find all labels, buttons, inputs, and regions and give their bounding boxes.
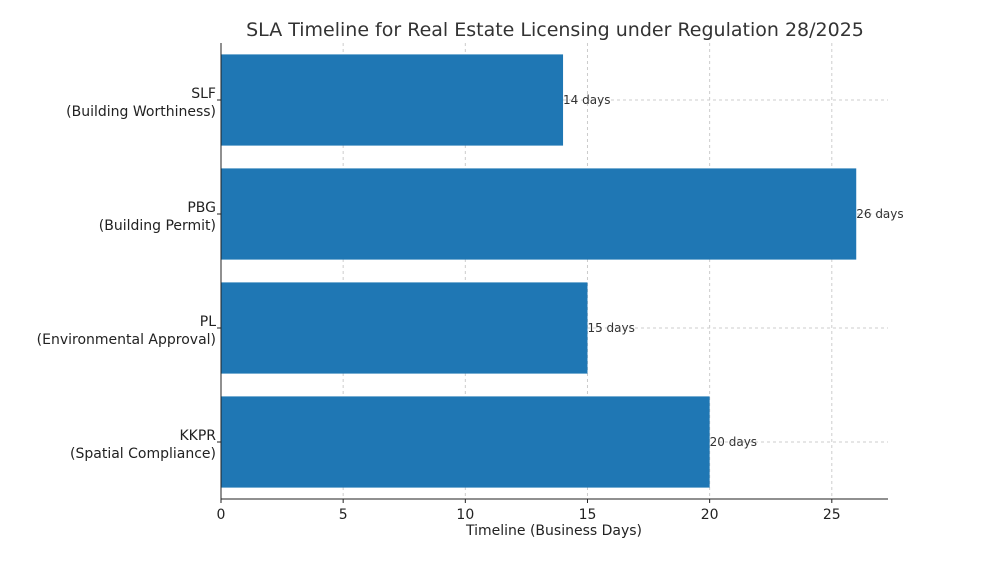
category-labels: SLF (Building Worthiness) PBG (Building Per… — [37, 86, 217, 462]
x-tick-label: 0 — [217, 507, 226, 523]
data-label: 14 days — [563, 93, 610, 107]
category-label-line1: PBG — [187, 200, 216, 216]
chart-title: SLA Timeline for Real Estate Licensing u… — [246, 19, 864, 41]
category-label-line2: (Spatial Compliance) — [70, 446, 216, 462]
bar — [221, 282, 588, 374]
bar — [221, 396, 710, 488]
bars — [221, 54, 857, 488]
category-label-line2: (Building Permit) — [99, 218, 216, 234]
category-label-line2: (Building Worthiness) — [66, 104, 216, 120]
x-tick-label: 25 — [823, 507, 841, 523]
x-axis-label: Timeline (Business Days) — [465, 523, 642, 539]
category-label-line1: KKPR — [179, 428, 216, 444]
data-label: 20 days — [710, 435, 757, 449]
data-labels: 14 days 26 days 15 days 20 days — [563, 93, 904, 449]
category-label-line2: (Environmental Approval) — [37, 332, 216, 348]
x-tick-label: 5 — [339, 507, 348, 523]
bar — [221, 54, 564, 146]
x-tick-label: 15 — [579, 507, 597, 523]
data-label: 15 days — [587, 321, 634, 335]
category-label-line1: SLF — [191, 86, 216, 102]
data-label: 26 days — [856, 207, 903, 221]
category-label-line1: PL — [200, 314, 216, 330]
x-tick-label: 10 — [456, 507, 474, 523]
x-ticks: 0 5 10 15 20 25 — [217, 99, 841, 523]
x-tick-label: 20 — [701, 507, 719, 523]
bar — [221, 168, 857, 260]
